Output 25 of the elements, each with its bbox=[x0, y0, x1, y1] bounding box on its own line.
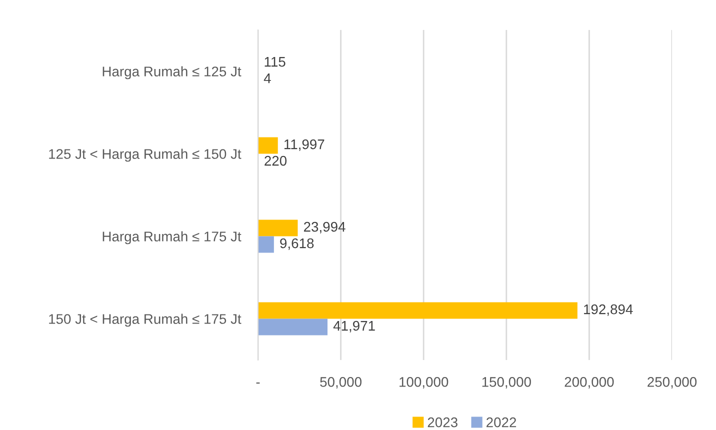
y-tick-label: Harga Rumah ≤ 175 Jt bbox=[102, 231, 242, 244]
bar bbox=[258, 220, 298, 236]
legend-label: 2022 bbox=[486, 417, 516, 428]
data-label: 11,997 bbox=[284, 139, 324, 151]
data-label: 4 bbox=[264, 74, 271, 84]
data-label: 23,994 bbox=[304, 222, 346, 234]
data-label: 220 bbox=[264, 156, 287, 166]
data-label: 115 bbox=[264, 57, 286, 67]
data-label: 9,618 bbox=[280, 238, 314, 250]
legend-label: 2023 bbox=[428, 417, 458, 428]
x-tick-label: - bbox=[256, 382, 260, 384]
x-tick-label: 200,000 bbox=[564, 377, 614, 389]
y-tick-label: 150 Jt < Harga Rumah ≤ 175 Jt bbox=[49, 314, 242, 327]
x-tick-label: 50,000 bbox=[320, 377, 362, 389]
x-tick-label: 100,000 bbox=[400, 377, 448, 389]
bar bbox=[258, 137, 278, 154]
x-tick-label: 150,000 bbox=[482, 377, 531, 389]
data-label: 192,894 bbox=[584, 304, 633, 316]
data-label: 41,971 bbox=[333, 320, 375, 332]
bar bbox=[258, 318, 328, 336]
y-tick-label: Harga Rumah ≤ 125 Jt bbox=[102, 66, 242, 80]
x-tick-label: 250,000 bbox=[648, 377, 697, 389]
bar bbox=[258, 236, 274, 253]
bar bbox=[258, 302, 578, 319]
y-tick-label: 125 Jt < Harga Rumah ≤ 150 Jt bbox=[49, 148, 242, 162]
